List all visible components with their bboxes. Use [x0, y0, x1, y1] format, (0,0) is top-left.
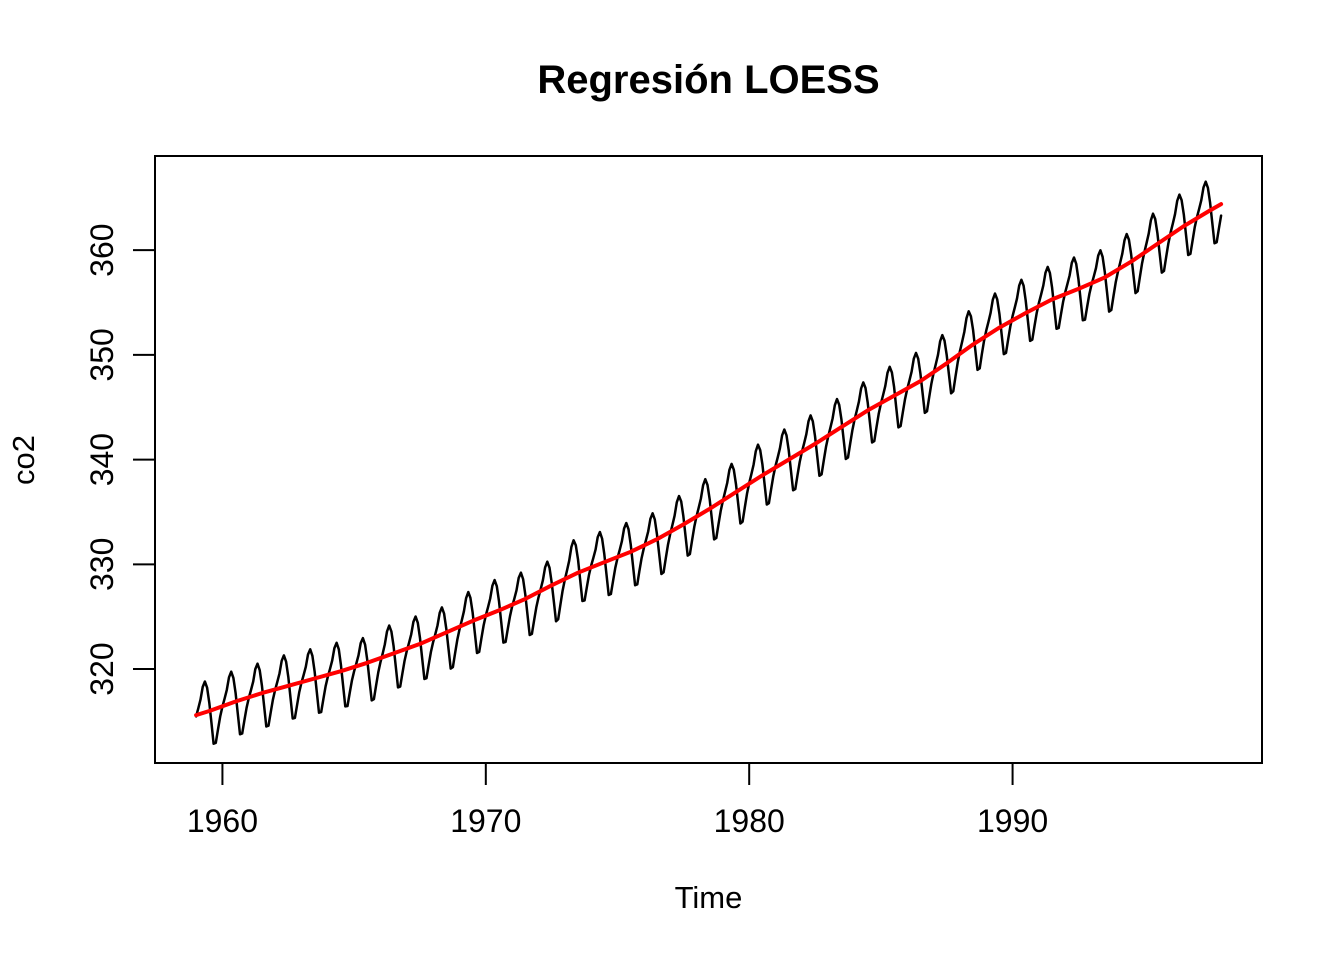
y-axis-tick-label: 360 — [84, 223, 120, 276]
x-axis-tick-label: 1970 — [450, 803, 521, 839]
co2-series-line — [194, 180, 1223, 745]
y-axis-tick-label: 350 — [84, 328, 120, 381]
x-axis-label: Time — [674, 880, 743, 915]
loess-fit-line — [194, 202, 1224, 718]
y-axis-tick-label: 320 — [84, 642, 120, 695]
y-axis-tick-label: 340 — [84, 433, 120, 486]
chart-title: Regresión LOESS — [537, 58, 880, 102]
x-axis-tick-label: 1990 — [977, 803, 1048, 839]
plot-border — [154, 155, 1263, 764]
x-axis-tick-label: 1960 — [187, 803, 258, 839]
y-axis-tick-label: 330 — [84, 538, 120, 591]
y-axis-label: co2 — [6, 435, 41, 485]
x-axis-tick-label: 1980 — [714, 803, 785, 839]
